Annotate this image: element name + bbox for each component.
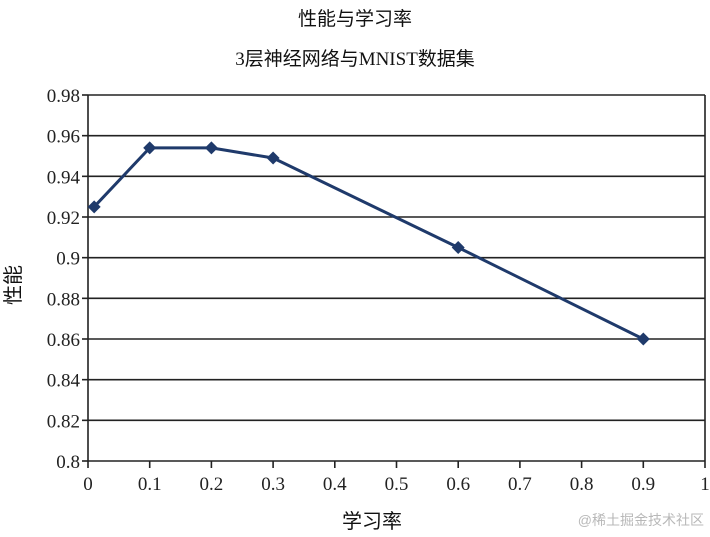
x-tick-label: 0.5 [385,474,409,495]
data-point-marker [204,141,218,155]
y-tick-label: 0.88 [47,289,80,310]
data-series [87,141,650,346]
x-tick-label: 1 [700,474,710,495]
y-tick-label: 0.94 [47,167,81,188]
data-point-marker [143,141,157,155]
y-tick-label: 0.92 [47,208,80,229]
x-tick-label: 0 [83,474,93,495]
x-tick-label: 0.2 [200,474,224,495]
y-tick-label: 0.86 [47,330,80,351]
y-tick-label: 0.96 [47,127,80,148]
y-tick-label: 0.82 [47,411,80,432]
y-tick-label: 0.8 [56,452,80,473]
x-axis-ticks: 0 0.1 0.2 0.3 0.4 0.5 0.6 0.7 0.8 0.9 1 [83,461,710,495]
axes [87,95,706,461]
data-point-marker [87,200,101,214]
chart-title: 性能与学习率 [297,9,412,30]
x-tick-label: 0.4 [323,474,347,495]
data-point-marker [451,241,465,254]
gridlines [88,94,705,462]
chart-subtitle: 3层神经网络与MNIST数据集 [235,49,475,70]
y-tick-label: 0.9 [56,249,80,270]
y-tick-label: 0.98 [47,86,80,107]
y-axis-label: 性能 [2,265,25,305]
x-tick-label: 0.8 [570,474,594,495]
series-line [93,146,644,341]
x-tick-label: 0.1 [138,474,162,495]
watermark: @稀土掘金技术社区 [577,512,704,528]
x-tick-label: 0.7 [508,474,532,495]
data-point-marker [266,151,280,165]
x-axis-label: 学习率 [342,510,402,533]
x-tick-label: 0.6 [446,474,470,495]
x-tick-label: 0.9 [631,474,655,495]
x-tick-label: 0.3 [261,474,285,495]
y-axis-ticks: 0.8 0.82 0.84 0.86 0.88 0.9 0.92 0.94 0.96 0.98 [47,86,88,473]
y-tick-label: 0.84 [47,371,81,392]
data-point-marker [636,332,650,346]
